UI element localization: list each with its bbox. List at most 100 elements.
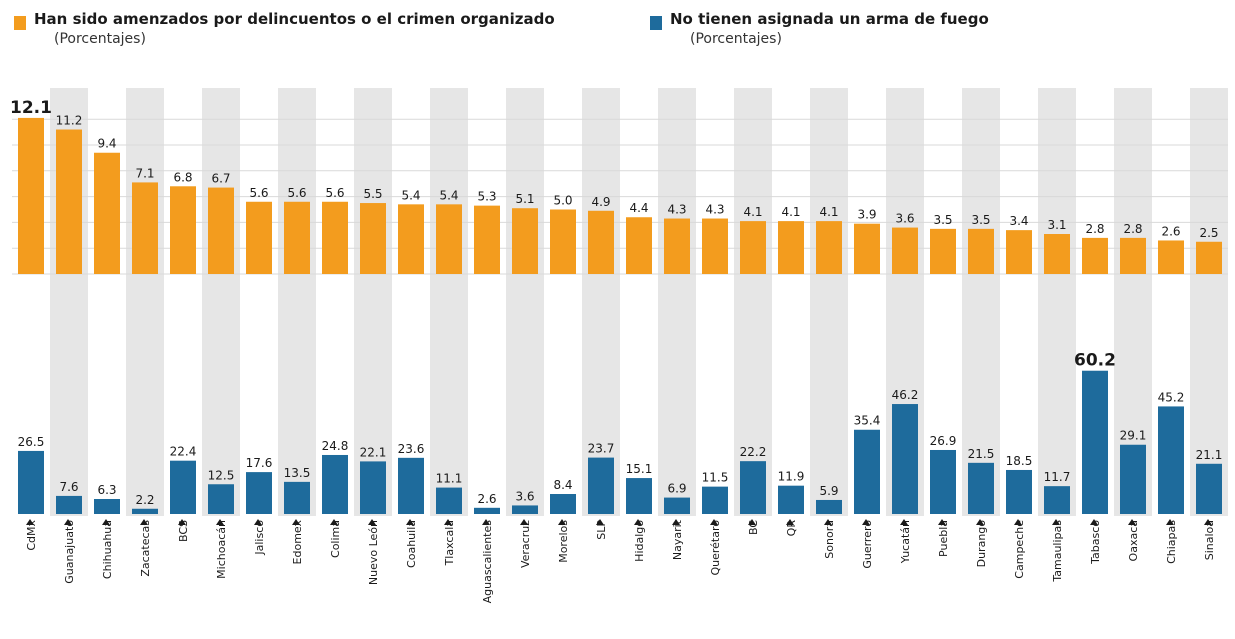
label-bottom-7: 13.5 (284, 466, 311, 480)
category-label-17: Nayarit (671, 519, 684, 560)
label-bottom-16: 15.1 (626, 462, 653, 476)
label-top-17: 4.3 (667, 203, 686, 217)
label-top-20: 4.1 (781, 205, 800, 219)
category-marker-21 (824, 519, 832, 525)
category-label-3: Zacatecas (139, 520, 152, 577)
bar-top-12 (474, 205, 500, 274)
column-stripe (506, 88, 544, 516)
category-label-22: Guerrero (861, 520, 874, 569)
category-marker-14 (558, 519, 566, 525)
category-label-13: Veracruz (519, 520, 532, 568)
category-label-1: Guanajuato (63, 520, 76, 584)
bar-top-11 (436, 204, 462, 274)
category-label-24: Puebla (937, 520, 950, 557)
category-marker-25 (976, 519, 984, 525)
label-top-11: 5.4 (439, 188, 458, 202)
column-stripe (430, 88, 468, 516)
bar-top-9 (360, 203, 386, 274)
label-bottom-22: 35.4 (854, 414, 881, 428)
category-label-14: Morelos (557, 520, 570, 563)
bar-bottom-12 (474, 507, 500, 514)
category-label-23: Yucatán (899, 520, 912, 564)
column-stripe (810, 88, 848, 516)
bar-bottom-28 (1082, 370, 1108, 514)
label-top-13: 5.1 (515, 192, 534, 206)
category-label-29: Oaxaca (1127, 520, 1140, 561)
legend-series-1: Han sido amenzados por delincuentos o el… (14, 8, 634, 58)
bar-bottom-20 (778, 485, 804, 514)
column-stripe (126, 88, 164, 516)
bar-bottom-3 (132, 508, 158, 514)
category-marker-22 (862, 519, 870, 525)
category-marker-15 (596, 519, 604, 525)
bar-top-2 (94, 152, 120, 274)
category-marker-17 (672, 519, 680, 525)
column-stripe (1114, 88, 1152, 516)
label-bottom-10: 23.6 (398, 442, 425, 456)
bar-bottom-14 (550, 494, 576, 514)
legend-series-2: No tienen asignada un arma de fuego (Por… (650, 8, 1070, 58)
category-marker-30 (1166, 519, 1174, 525)
label-bottom-6: 17.6 (246, 456, 273, 470)
label-bottom-14: 8.4 (553, 478, 572, 492)
label-bottom-21: 5.9 (819, 484, 838, 498)
bar-top-23 (892, 227, 918, 274)
bar-top-8 (322, 201, 348, 274)
category-marker-7 (292, 519, 300, 525)
category-label-2: Chihuahua (101, 520, 114, 579)
label-top-16: 4.4 (629, 201, 648, 215)
bar-bottom-6 (246, 472, 272, 514)
label-bottom-31: 21.1 (1196, 448, 1223, 462)
legend-subtitle-2: (Porcentajes) (690, 31, 782, 47)
bar-bottom-5 (208, 484, 234, 514)
column-stripe (1190, 88, 1228, 516)
label-bottom-0: 26.5 (18, 435, 45, 449)
bar-top-5 (208, 187, 234, 274)
column-stripe (734, 88, 772, 516)
label-top-19: 4.1 (743, 205, 762, 219)
label-bottom-12: 2.6 (477, 492, 496, 506)
label-bottom-28: 60.2 (1074, 351, 1116, 371)
label-bottom-25: 21.5 (968, 447, 995, 461)
category-marker-0 (26, 519, 34, 525)
bar-top-20 (778, 221, 804, 274)
bar-top-30 (1158, 240, 1184, 274)
label-top-28: 2.8 (1085, 222, 1104, 236)
bar-bottom-13 (512, 505, 538, 514)
category-label-12: Aguascalientes (481, 520, 494, 604)
bar-bottom-10 (398, 457, 424, 514)
category-marker-11 (444, 519, 452, 525)
bar-top-18 (702, 218, 728, 274)
bar-bottom-1 (56, 495, 82, 514)
legend-subtitle-1: (Porcentajes) (54, 31, 146, 47)
bar-top-1 (56, 129, 82, 274)
category-label-11: Tlaxcala (443, 520, 456, 566)
label-top-23: 3.6 (895, 212, 914, 226)
bar-top-3 (132, 182, 158, 274)
category-marker-8 (330, 519, 338, 525)
label-top-7: 5.6 (287, 186, 306, 200)
label-bottom-19: 22.2 (740, 445, 767, 459)
category-label-30: Chiapas (1165, 520, 1178, 564)
category-label-5: Michoacán (215, 520, 228, 579)
category-marker-29 (1128, 519, 1136, 525)
category-label-25: Durango (975, 520, 988, 568)
bar-top-10 (398, 204, 424, 274)
category-marker-5 (216, 519, 224, 525)
legend-title-1: Han sido amenzados por delincuentos o el… (34, 10, 555, 28)
legend-title-2: No tienen asignada un arma de fuego (670, 10, 989, 28)
bar-bottom-26 (1006, 469, 1032, 514)
column-stripe (658, 88, 696, 516)
label-top-2: 9.4 (97, 137, 116, 151)
label-bottom-3: 2.2 (135, 493, 154, 507)
category-marker-16 (634, 519, 642, 525)
column-stripe (962, 88, 1000, 516)
bar-bottom-0 (18, 450, 44, 514)
legend-swatch-blue (650, 16, 662, 30)
label-bottom-11: 11.1 (436, 472, 463, 486)
label-top-26: 3.4 (1009, 214, 1028, 228)
bar-top-6 (246, 201, 272, 274)
label-bottom-4: 22.4 (170, 445, 197, 459)
bar-top-22 (854, 223, 880, 274)
